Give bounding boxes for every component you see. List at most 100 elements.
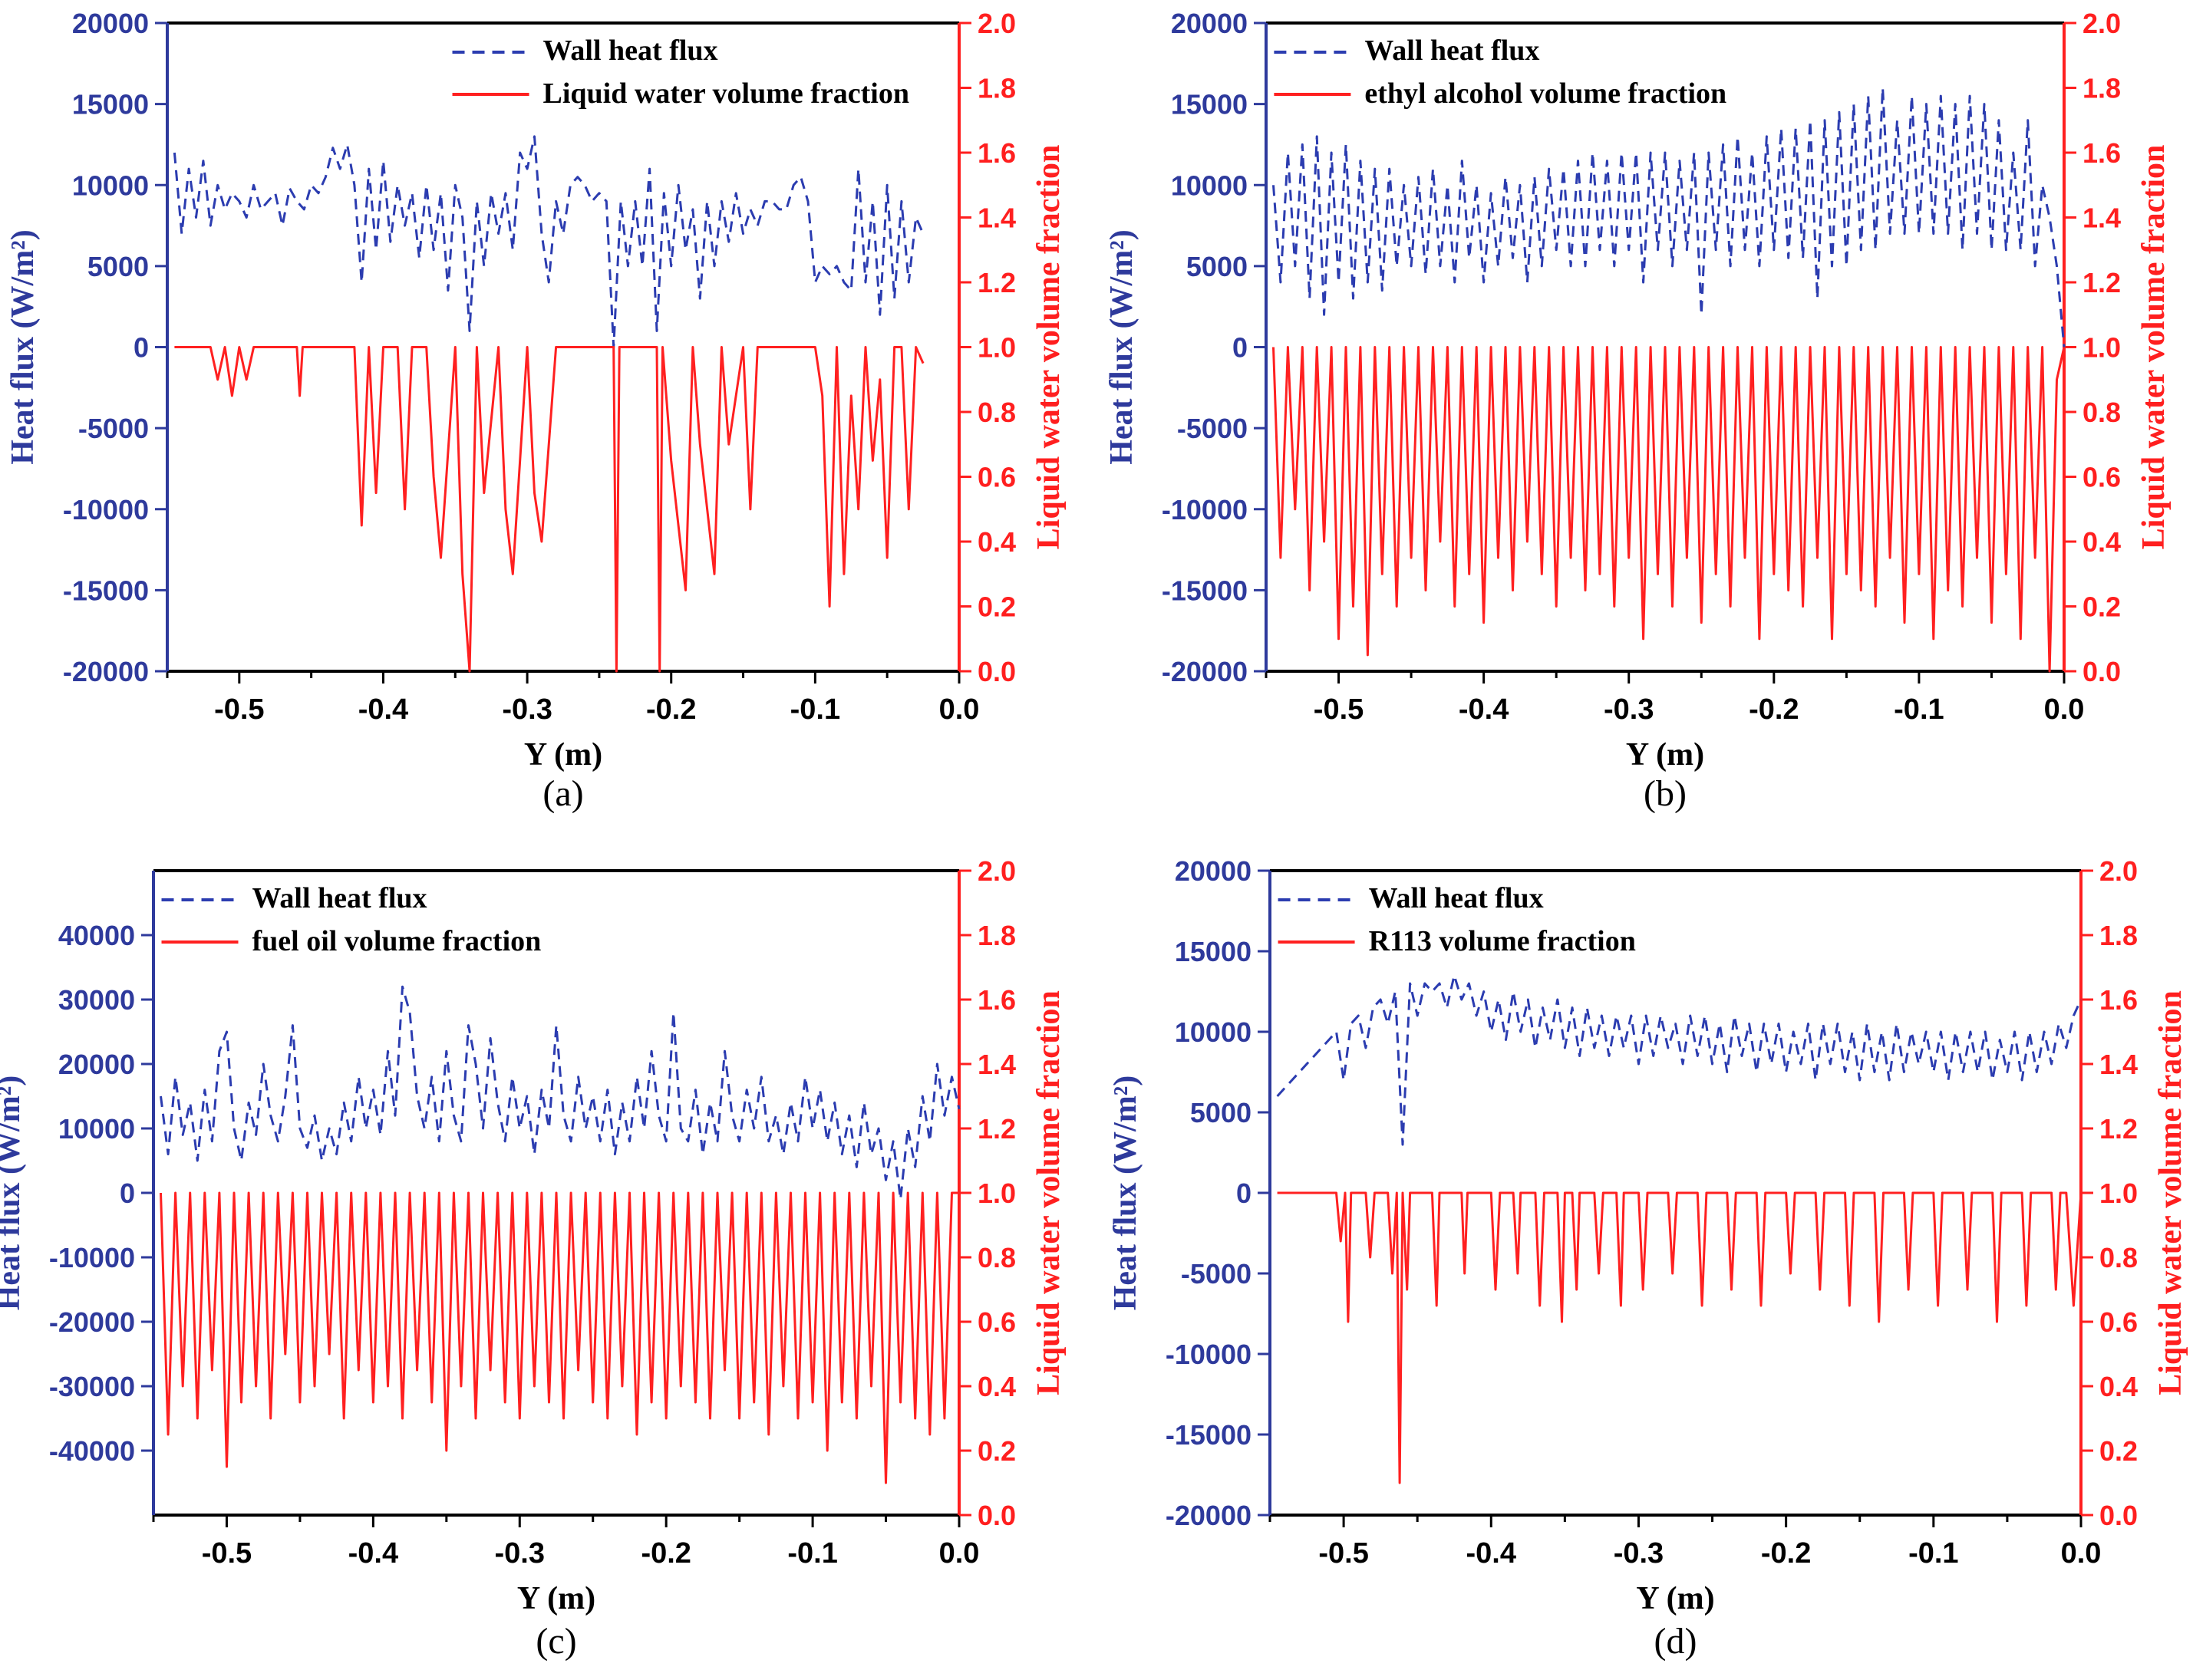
y-left-tick-label: -15000: [63, 575, 149, 606]
y-left-tick-label: 0: [120, 1178, 135, 1209]
x-tick-label: -0.3: [502, 693, 552, 726]
x-tick-label: 0.0: [2044, 693, 2085, 726]
legend-label-volume-fraction: fuel oil volume fraction: [252, 925, 542, 957]
y-right-tick-label: 0.6: [2099, 1306, 2138, 1338]
y-right-tick-label: 1.0: [978, 332, 1016, 364]
y-left-tick-label: 40000: [58, 920, 135, 951]
y-right-tick-label: 0.4: [978, 526, 1016, 558]
y-right-tick-label: 1.4: [2083, 203, 2121, 234]
x-tick-label: -0.2: [646, 693, 696, 726]
y-left-axis-label: Heat flux (W/m²): [0, 1076, 27, 1311]
y-right-tick-label: 1.8: [2099, 920, 2138, 951]
y-left-tick-label: -30000: [49, 1371, 135, 1402]
y-right-tick-label: 1.6: [978, 984, 1016, 1016]
y-right-axis-label: Liquid water volume fraction: [2136, 145, 2172, 550]
y-left-tick-label: 10000: [1171, 170, 1248, 201]
y-right-tick-label: 0.8: [978, 397, 1016, 428]
y-right-tick-label: 0.6: [2083, 462, 2121, 493]
y-right-tick-label: 1.0: [2083, 332, 2121, 364]
y-right-axis-label: Liquid water volume fraction: [2153, 990, 2188, 1395]
x-tick-label: -0.2: [641, 1537, 691, 1570]
legend-label-volume-fraction: R113 volume fraction: [1369, 925, 1636, 957]
y-right-tick-label: 1.4: [978, 1049, 1016, 1080]
panel-caption: (c): [536, 1621, 576, 1662]
y-right-tick-label: 1.4: [978, 203, 1016, 234]
y-right-tick-label: 2.0: [978, 8, 1016, 39]
x-tick-label: -0.3: [1604, 693, 1654, 726]
x-tick-label: -0.1: [1894, 693, 1944, 726]
y-left-tick-label: -15000: [1162, 575, 1248, 606]
x-tick-label: -0.2: [1749, 693, 1799, 726]
y-left-tick-label: 30000: [58, 984, 135, 1016]
y-right-tick-label: 1.8: [978, 920, 1016, 951]
legend-label-heat-flux: Wall heat flux: [1364, 35, 1539, 67]
y-right-tick-label: 0.2: [978, 1435, 1016, 1467]
y-right-tick-label: 0.4: [2083, 526, 2121, 558]
y-right-tick-label: 0.0: [2099, 1500, 2138, 1531]
legend-label-volume-fraction: Liquid water volume fraction: [543, 77, 909, 110]
volume-fraction-series-line: [1277, 1191, 2083, 1484]
y-left-tick-label: -40000: [49, 1435, 135, 1467]
x-tick-label: 0.0: [939, 1537, 980, 1570]
y-left-tick-label: -10000: [49, 1242, 135, 1273]
y-left-tick-label: 15000: [1175, 936, 1251, 967]
x-axis-label: Y (m): [1626, 737, 1704, 772]
heat-flux-series-line: [173, 135, 925, 348]
x-tick-label: -0.5: [214, 693, 264, 726]
y-right-tick-label: 0.2: [978, 591, 1016, 623]
y-left-tick-label: 10000: [72, 170, 149, 201]
y-right-tick-label: 1.2: [2099, 1113, 2138, 1145]
y-left-tick-label: -20000: [1166, 1500, 1251, 1531]
y-left-tick-label: 10000: [58, 1113, 135, 1145]
y-left-tick-label: 5000: [87, 251, 149, 282]
y-left-tick-label: 10000: [1175, 1016, 1251, 1048]
y-right-tick-label: 0.2: [2099, 1435, 2138, 1467]
y-left-tick-label: 0: [1236, 1178, 1251, 1209]
y-right-tick-label: 2.0: [2083, 8, 2121, 39]
volume-fraction-series-line: [1272, 346, 2066, 673]
y-right-tick-label: 1.6: [2083, 137, 2121, 169]
y-left-axis-label: Heat flux (W/m²): [1104, 229, 1139, 465]
y-right-tick-label: 0.0: [2083, 656, 2121, 687]
chart-panel-b: -0.5 -0.4 -0.3 -0.2 -0.1 0.0 -20000 -15000 -1000…: [1104, 8, 2172, 814]
y-right-axis-label: Liquid water volume fraction: [1031, 145, 1067, 550]
y-right-tick-label: 0.8: [978, 1242, 1016, 1273]
x-tick-label: -0.5: [202, 1537, 252, 1570]
y-right-tick-label: 0.0: [978, 1500, 1016, 1531]
x-tick-label: -0.5: [1318, 1537, 1368, 1570]
y-right-tick-label: 1.0: [2099, 1178, 2138, 1209]
x-tick-label: -0.1: [790, 693, 840, 726]
x-tick-label: -0.4: [358, 693, 408, 726]
y-right-tick-label: 1.6: [2099, 984, 2138, 1016]
y-right-tick-label: 0.4: [978, 1371, 1016, 1402]
x-tick-label: -0.4: [348, 1537, 398, 1570]
y-right-axis-label: Liquid water volume fraction: [1031, 990, 1067, 1395]
panel-caption: (a): [542, 773, 583, 814]
legend-label-heat-flux: Wall heat flux: [252, 882, 427, 914]
y-left-tick-label: 20000: [1175, 855, 1251, 887]
y-left-tick-label: -15000: [1166, 1419, 1251, 1451]
legend-label-heat-flux: Wall heat flux: [1369, 882, 1544, 914]
y-right-tick-label: 1.2: [978, 1113, 1016, 1145]
y-left-axis-label: Heat flux (W/m²): [1108, 1076, 1143, 1311]
y-left-tick-label: 20000: [1171, 8, 1248, 39]
y-right-tick-label: 0.2: [2083, 591, 2121, 623]
y-left-tick-label: 15000: [1171, 89, 1248, 120]
y-left-tick-label: -5000: [1181, 1258, 1251, 1290]
x-tick-label: -0.4: [1466, 1537, 1516, 1570]
x-tick-label: -0.2: [1761, 1537, 1811, 1570]
chart-panel-d: -0.5 -0.4 -0.3 -0.2 -0.1 0.0 -20000 -15000 -1000…: [1108, 855, 2188, 1662]
chart-panel-a: -0.5 -0.4 -0.3 -0.2 -0.1 0.0 -20000 -15000 -1000…: [5, 8, 1067, 814]
heat-flux-series-line: [1276, 974, 2083, 1146]
y-left-tick-label: -10000: [63, 494, 149, 525]
x-axis-label: Y (m): [517, 1581, 595, 1616]
y-right-tick-label: 1.6: [978, 137, 1016, 169]
x-tick-label: -0.3: [495, 1537, 545, 1570]
x-tick-label: -0.4: [1459, 693, 1509, 726]
volume-fraction-series-line: [174, 346, 925, 673]
x-tick-label: 0.0: [939, 693, 980, 726]
y-left-tick-label: 20000: [58, 1049, 135, 1080]
y-left-tick-label: -20000: [49, 1306, 135, 1338]
